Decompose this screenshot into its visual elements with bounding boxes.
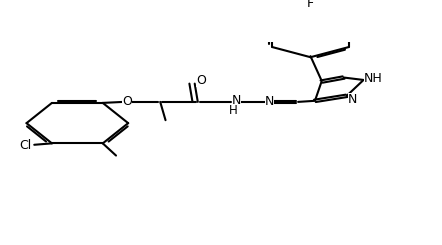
Text: N: N	[348, 93, 357, 106]
Text: Cl: Cl	[19, 139, 31, 152]
Text: F: F	[307, 0, 314, 10]
Text: NH: NH	[364, 72, 383, 85]
Text: N: N	[232, 94, 241, 107]
Text: O: O	[122, 95, 132, 108]
Text: O: O	[196, 74, 206, 87]
Text: N: N	[265, 95, 274, 108]
Text: H: H	[229, 104, 238, 117]
